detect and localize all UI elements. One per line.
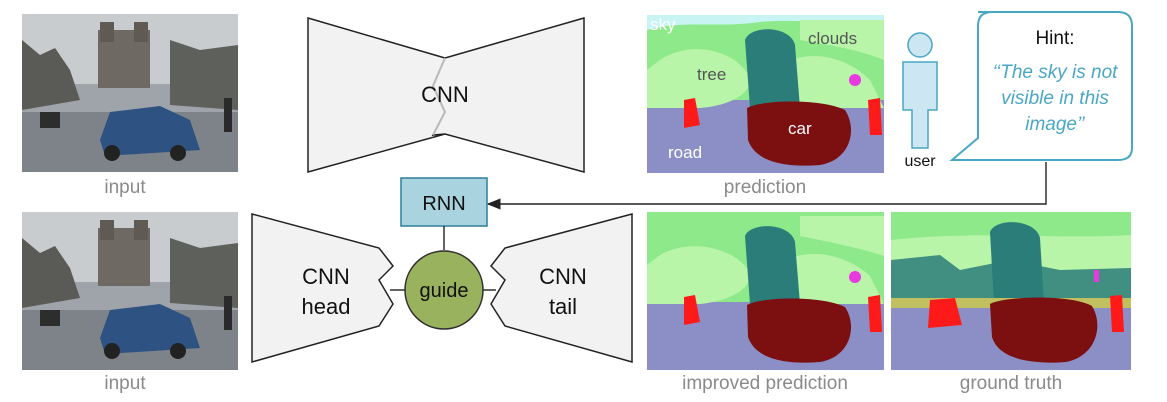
caption-ground-truth: ground truth bbox=[960, 373, 1062, 394]
cnn-tail-label-line-2: tail bbox=[549, 294, 577, 319]
input-photo-top bbox=[22, 14, 238, 172]
rnn-box bbox=[400, 177, 488, 227]
seg-label-car: car bbox=[788, 119, 812, 138]
hint-to-rnn-arrow bbox=[486, 162, 1047, 210]
caption-input-top: input bbox=[104, 177, 146, 198]
improved-prediction-segmentation bbox=[647, 212, 884, 370]
cnn-tail-label-line-1: CNN bbox=[539, 264, 587, 289]
cnn-head-network bbox=[251, 213, 394, 363]
ground-truth-segmentation bbox=[891, 212, 1131, 370]
seg-label-clouds: clouds bbox=[808, 29, 857, 48]
cnn-head-label-line-1: CNN bbox=[302, 264, 350, 289]
input-photo-bottom bbox=[22, 212, 238, 370]
caption-input-bottom: input bbox=[104, 373, 146, 394]
hint-line-1: ‘‘The sky is not bbox=[993, 62, 1119, 83]
hint-line-2: visible in this bbox=[1001, 88, 1109, 109]
hint-line-3: image’’ bbox=[1025, 114, 1085, 135]
caption-user: user bbox=[904, 153, 936, 170]
seg-label-tree: tree bbox=[697, 65, 726, 84]
seg-label-sky: sky bbox=[650, 15, 676, 34]
user-icon bbox=[902, 32, 938, 149]
prediction-segmentation bbox=[647, 15, 884, 173]
seg-label-road: road bbox=[668, 143, 702, 162]
hint-speech-bubble bbox=[949, 11, 1133, 161]
rnn-label: RNN bbox=[422, 193, 465, 215]
cnn-head-label-line-2: head bbox=[302, 294, 351, 319]
cnn-tail-network bbox=[490, 213, 633, 363]
cnn-network-top bbox=[307, 16, 585, 173]
caption-prediction: prediction bbox=[724, 177, 806, 198]
cnn-label: CNN bbox=[421, 82, 469, 107]
caption-improved-prediction: improved prediction bbox=[682, 373, 848, 394]
hint-title: Hint: bbox=[1035, 28, 1074, 49]
guide-node bbox=[404, 250, 484, 330]
guide-label: guide bbox=[420, 280, 469, 302]
